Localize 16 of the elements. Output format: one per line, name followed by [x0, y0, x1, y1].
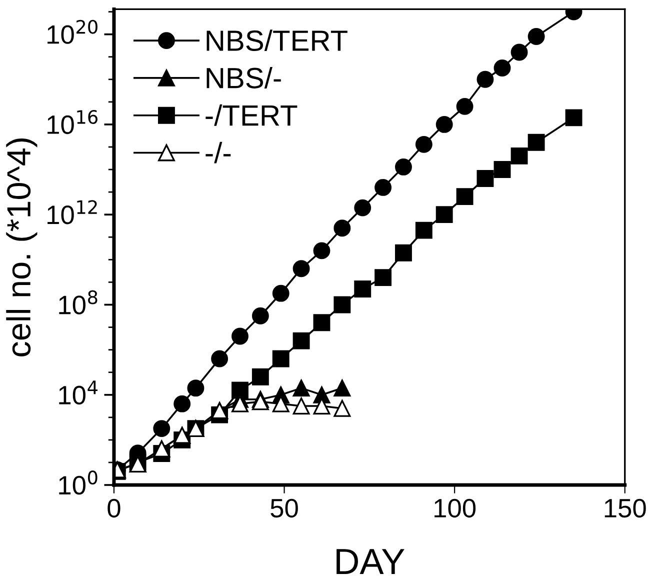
- y-axis-title: cell no. (*10^4): [6, 138, 38, 356]
- x-tick-label: 100: [434, 498, 476, 518]
- y-tick-label: 10$^{16}$: [48, 110, 98, 134]
- y-tick-label: 10$^{12}$: [48, 200, 97, 224]
- x-tick-label: 50: [270, 498, 298, 518]
- legend-label: -/-: [206, 142, 231, 164]
- legend-label: -/TERT: [206, 104, 298, 126]
- x-tick-label: 150: [604, 498, 646, 518]
- y-tick-label: 10$^{4}$: [59, 380, 98, 404]
- x-axis-title: DAY: [336, 549, 404, 574]
- legend-label: NBS/TERT: [206, 30, 348, 52]
- y-tick-label: 10$^{0}$: [59, 470, 98, 495]
- x-tick-label: 0: [108, 498, 120, 518]
- legend-label: NBS/-: [206, 67, 281, 88]
- y-tick-label: 10$^{8}$: [59, 290, 98, 314]
- y-tick-label: 10$^{20}$: [48, 20, 98, 44]
